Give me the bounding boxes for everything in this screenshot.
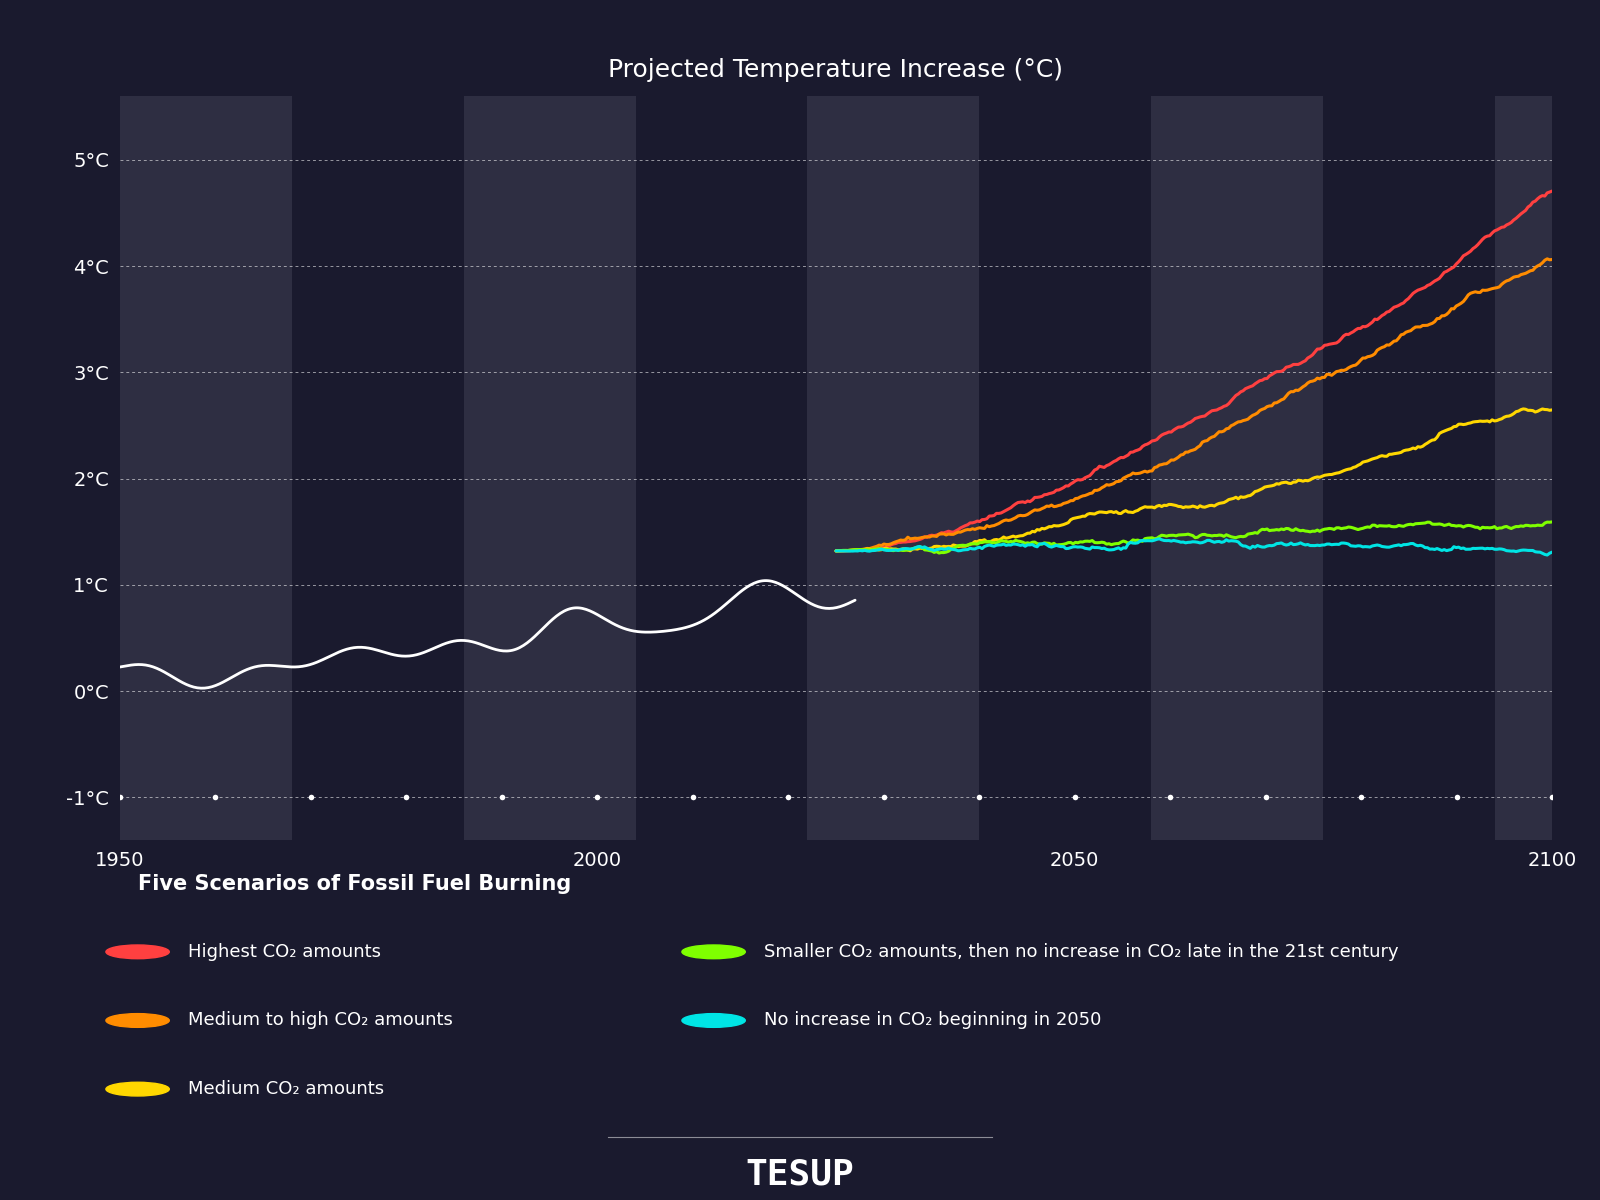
Text: Medium to high CO₂ amounts: Medium to high CO₂ amounts: [189, 1012, 453, 1030]
Bar: [1494, 96, 1600, 840]
Text: Highest CO₂ amounts: Highest CO₂ amounts: [189, 943, 381, 961]
Bar: [808, 96, 979, 840]
Bar: [1150, 96, 1323, 840]
Bar: [1323, 96, 1494, 840]
Text: No increase in CO₂ beginning in 2050: No increase in CO₂ beginning in 2050: [765, 1012, 1101, 1030]
Circle shape: [682, 944, 746, 959]
Text: Smaller CO₂ amounts, then no increase in CO₂ late in the 21st century: Smaller CO₂ amounts, then no increase in…: [765, 943, 1398, 961]
Text: Five Scenarios of Fossil Fuel Burning: Five Scenarios of Fossil Fuel Burning: [138, 874, 571, 894]
Text: TESUP: TESUP: [746, 1158, 854, 1192]
Circle shape: [106, 944, 170, 959]
Bar: [291, 96, 464, 840]
Circle shape: [106, 1082, 170, 1096]
Bar: [464, 96, 635, 840]
Title: Projected Temperature Increase (°C): Projected Temperature Increase (°C): [608, 58, 1064, 82]
Bar: [120, 96, 291, 840]
Text: Medium CO₂ amounts: Medium CO₂ amounts: [189, 1080, 384, 1098]
Circle shape: [106, 1014, 170, 1027]
Bar: [979, 96, 1150, 840]
Circle shape: [682, 1014, 746, 1027]
Bar: [635, 96, 808, 840]
